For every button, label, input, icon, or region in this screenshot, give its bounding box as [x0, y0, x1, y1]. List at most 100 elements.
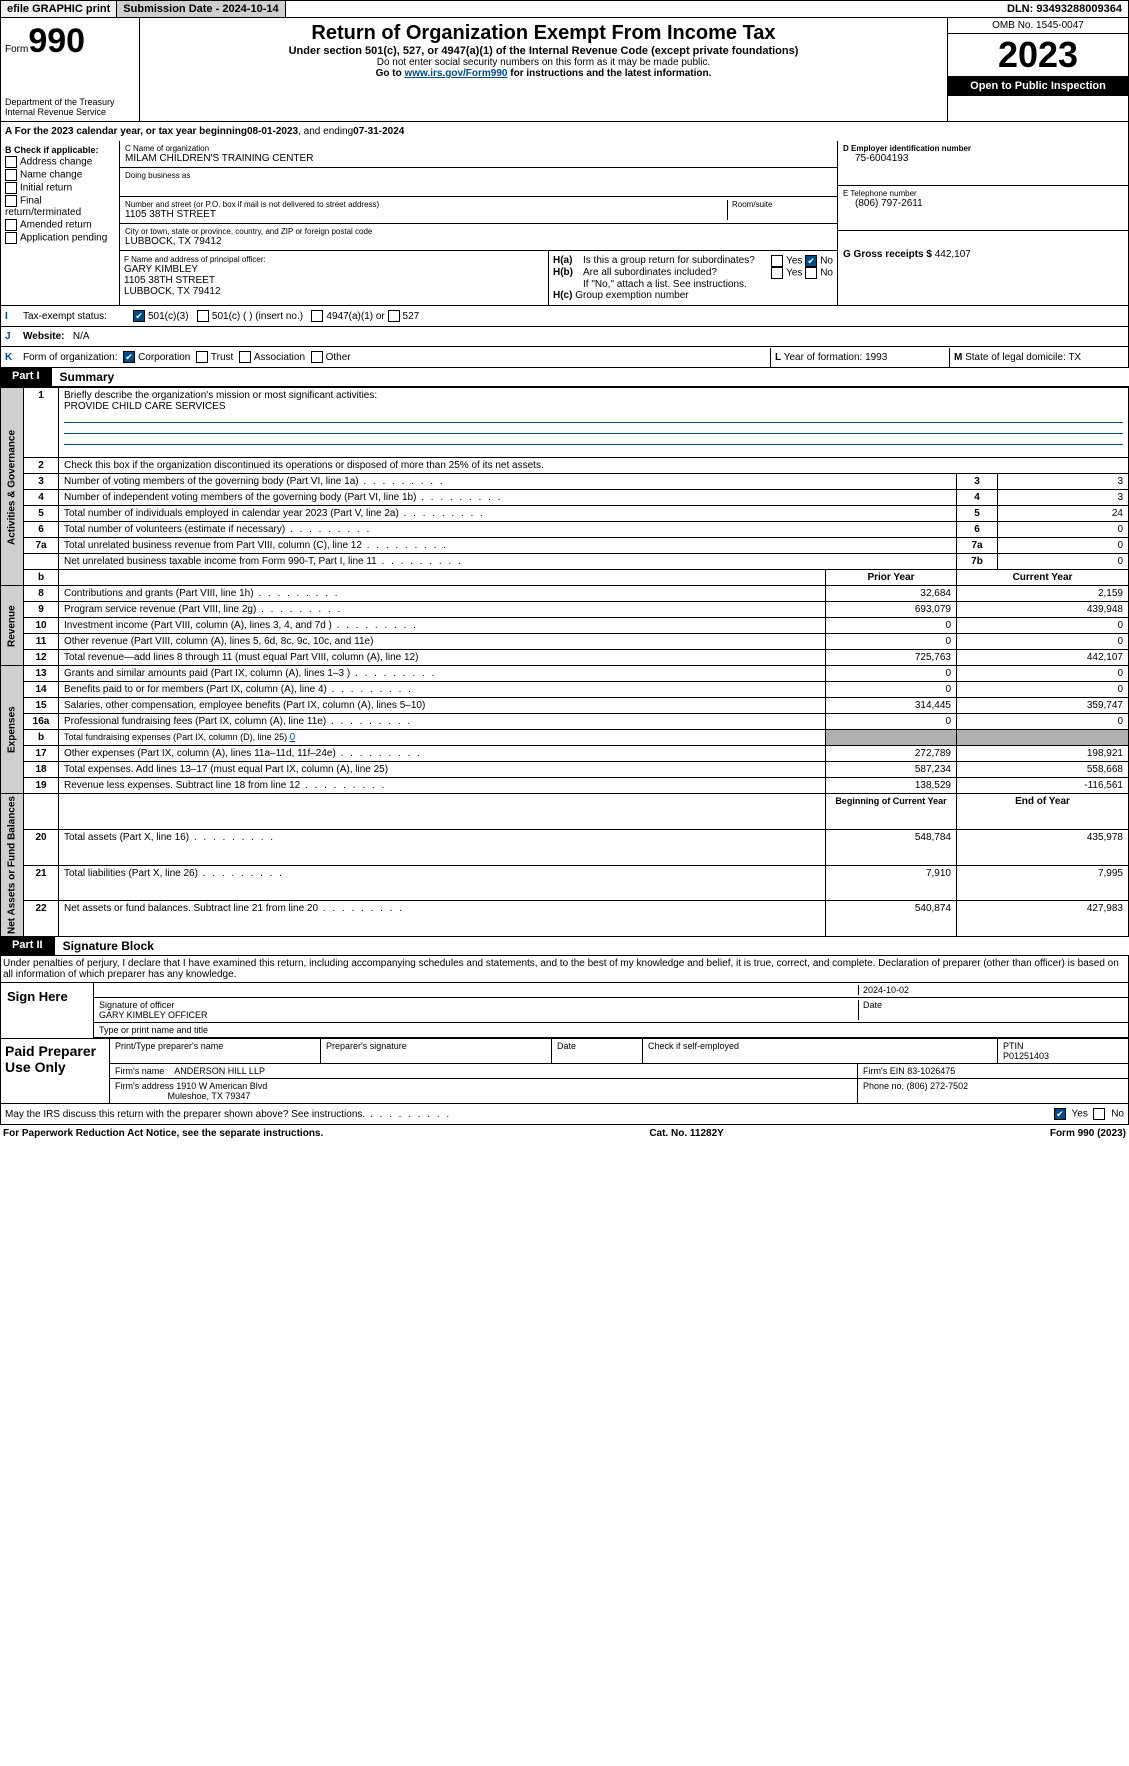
- j-label: Website:: [23, 331, 65, 342]
- efile-label[interactable]: efile GRAPHIC print: [1, 1, 117, 17]
- line-22: Net assets or fund balances. Subtract li…: [59, 901, 826, 937]
- chk-corp[interactable]: ✔: [123, 351, 135, 363]
- website-value: N/A: [73, 331, 90, 342]
- line-21: Total liabilities (Part X, line 26): [59, 865, 826, 901]
- col-d: D Employer identification number75-60041…: [837, 141, 1128, 305]
- form-title: Return of Organization Exempt From Incom…: [144, 22, 943, 45]
- part-i-tab: Part I: [0, 368, 52, 387]
- chk-assoc[interactable]: [239, 351, 251, 363]
- form-number: 990: [28, 22, 85, 60]
- ha-no[interactable]: ✔: [805, 255, 817, 267]
- chk-501c3[interactable]: ✔: [133, 310, 145, 322]
- line-18: Total expenses. Add lines 13–17 (must eq…: [59, 762, 826, 778]
- footer-right: Form 990 (2023): [1050, 1128, 1126, 1139]
- form-word: Form: [5, 44, 28, 55]
- chk-address-change[interactable]: Address change: [5, 156, 115, 168]
- line-klm: K Form of organization: ✔ Corporation Tr…: [0, 347, 1129, 368]
- irs-link[interactable]: www.irs.gov/Form990: [404, 68, 507, 79]
- hb-yes[interactable]: [771, 267, 783, 279]
- chk-amended-return[interactable]: Amended return: [5, 219, 115, 231]
- chk-4947[interactable]: [311, 310, 323, 322]
- ein: 75-6004193: [843, 153, 1123, 164]
- b-header: B Check if applicable:: [5, 145, 115, 155]
- chk-501c[interactable]: [197, 310, 209, 322]
- ptin-value: P01251403: [1003, 1051, 1049, 1061]
- hdr-prior-year: Prior Year: [826, 570, 957, 586]
- line-16a: Professional fundraising fees (Part IX, …: [59, 714, 826, 730]
- top-bar: efile GRAPHIC print Submission Date - 20…: [0, 0, 1129, 18]
- firm-name-label: Firm's name: [115, 1066, 164, 1076]
- line-14: Benefits paid to or for members (Part IX…: [59, 682, 826, 698]
- state-domicile: TX: [1068, 352, 1081, 363]
- part-i-title: Summary: [52, 368, 1129, 387]
- form-subtitle-2: Do not enter social security numbers on …: [144, 57, 943, 68]
- preparer-date-label: Date: [552, 1039, 643, 1064]
- self-employed-check[interactable]: Check if self-employed: [643, 1039, 998, 1064]
- ha-yes[interactable]: [771, 255, 783, 267]
- line-20: Total assets (Part X, line 16): [59, 829, 826, 865]
- date-label: Date: [858, 1000, 1123, 1020]
- chk-initial-return[interactable]: Initial return: [5, 182, 115, 194]
- i-label: Tax-exempt status:: [23, 311, 133, 322]
- form-header: Form990 Department of the Treasury Inter…: [0, 18, 1129, 122]
- chk-trust[interactable]: [196, 351, 208, 363]
- line-16b: Total fundraising expenses (Part IX, col…: [59, 730, 826, 746]
- firm-addr2: Muleshoe, TX 79347: [168, 1091, 251, 1101]
- part-i-header: Part I Summary: [0, 368, 1129, 387]
- org-address: 1105 38TH STREET: [125, 209, 727, 220]
- line-7b: Net unrelated business taxable income fr…: [59, 554, 957, 570]
- phone-label: Phone no.: [863, 1081, 904, 1091]
- hdr-eoy: End of Year: [957, 794, 1129, 830]
- l-label: Year of formation:: [784, 352, 865, 363]
- hdr-current-year: Current Year: [957, 570, 1129, 586]
- f-label: F Name and address of principal officer:: [124, 255, 544, 264]
- chk-other[interactable]: [311, 351, 323, 363]
- m-label: State of legal domicile:: [965, 352, 1068, 363]
- section-bcdefg: B Check if applicable: Address change Na…: [0, 141, 1129, 306]
- vtab-revenue: Revenue: [1, 586, 24, 666]
- open-inspection: Open to Public Inspection: [948, 76, 1128, 96]
- org-city: LUBBOCK, TX 79412: [125, 236, 832, 247]
- paid-preparer-block: Paid Preparer Use Only Print/Type prepar…: [0, 1039, 1129, 1104]
- dln: DLN: 93493288009364: [1001, 1, 1128, 17]
- line-13: Grants and similar amounts paid (Part IX…: [59, 666, 826, 682]
- part-ii-tab: Part II: [0, 937, 55, 956]
- discuss-yes[interactable]: ✔: [1054, 1108, 1066, 1120]
- hdr-bcy: Beginning of Current Year: [826, 794, 957, 830]
- dept-treasury: Department of the Treasury Internal Reve…: [5, 97, 135, 117]
- footer-left: For Paperwork Reduction Act Notice, see …: [3, 1128, 323, 1139]
- line-i: I Tax-exempt status: ✔ 501(c)(3) 501(c) …: [0, 306, 1129, 327]
- hb-text: Are all subordinates included?: [583, 267, 771, 279]
- officer-name: GARY KIMBLEY: [124, 264, 544, 275]
- line-j: J Website: N/A: [0, 327, 1129, 347]
- sig-date: 2024-10-02: [858, 985, 1123, 995]
- may-irs-discuss: May the IRS discuss this return with the…: [0, 1104, 1129, 1125]
- page-footer: For Paperwork Reduction Act Notice, see …: [0, 1125, 1129, 1142]
- vtab-netassets: Net Assets or Fund Balances: [1, 794, 24, 937]
- omb-number: OMB No. 1545-0047: [948, 18, 1128, 34]
- k-label: Form of organization:: [23, 352, 118, 363]
- chk-final-return[interactable]: Final return/terminated: [5, 195, 115, 218]
- ptin-label: PTIN: [1003, 1041, 1024, 1051]
- form-subtitle-1: Under section 501(c), 527, or 4947(a)(1)…: [144, 45, 943, 57]
- line-a: A For the 2023 calendar year, or tax yea…: [0, 122, 1129, 141]
- line-4: Number of independent voting members of …: [59, 490, 957, 506]
- chk-app-pending[interactable]: Application pending: [5, 232, 115, 244]
- addr-label: Number and street (or P.O. box if mail i…: [125, 200, 727, 209]
- firm-ein-label: Firm's EIN: [863, 1066, 905, 1076]
- discuss-no[interactable]: [1093, 1108, 1105, 1120]
- ha-text: Is this a group return for subordinates?: [583, 255, 771, 267]
- chk-527[interactable]: [388, 310, 400, 322]
- line-7a: Total unrelated business revenue from Pa…: [59, 538, 957, 554]
- sig-officer-label: Signature of officer: [99, 1000, 858, 1010]
- col-c: C Name of organizationMILAM CHILDREN'S T…: [120, 141, 837, 305]
- preparer-sig-label: Preparer's signature: [321, 1039, 552, 1064]
- line-6: Total number of volunteers (estimate if …: [59, 522, 957, 538]
- declaration: Under penalties of perjury, I declare th…: [0, 956, 1129, 983]
- gross-receipts: 442,107: [935, 249, 971, 260]
- line-19: Revenue less expenses. Subtract line 18 …: [59, 778, 826, 794]
- firm-ein: 83-1026475: [907, 1066, 955, 1076]
- paid-preparer-label: Paid Preparer Use Only: [1, 1039, 110, 1103]
- chk-name-change[interactable]: Name change: [5, 169, 115, 181]
- hb-no[interactable]: [805, 267, 817, 279]
